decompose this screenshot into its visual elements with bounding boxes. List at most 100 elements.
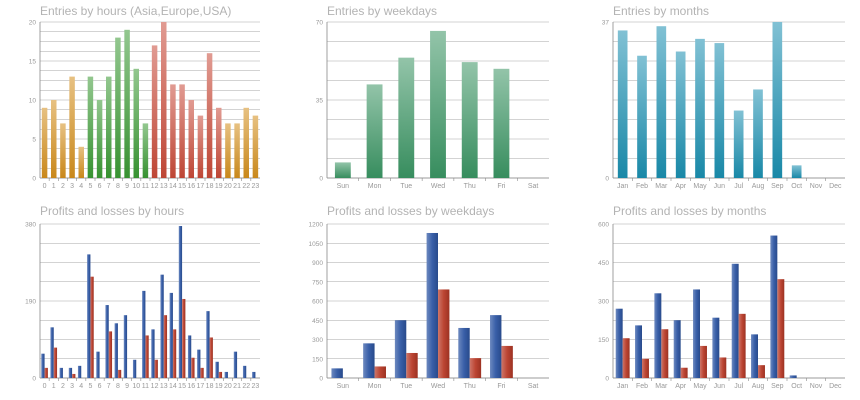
bar bbox=[197, 115, 204, 178]
losses-bar bbox=[758, 365, 765, 378]
chart-canvas: 0 35 70 Sun Mon Tue Wed Thu Fri Sat bbox=[316, 20, 549, 190]
chart-profits-losses-by-hours: Profits and losses by hours 0 190 380 0 1 2 3 4… bbox=[25, 204, 260, 396]
x-tick-label: 18 bbox=[206, 183, 214, 190]
y-tick-label: 0 bbox=[605, 376, 609, 383]
profits-bar bbox=[252, 371, 256, 378]
bar bbox=[617, 30, 628, 178]
bar bbox=[151, 45, 158, 179]
x-tick-label: 6 bbox=[98, 383, 102, 390]
y-tick-label: 70 bbox=[316, 20, 324, 27]
losses-bar bbox=[163, 315, 168, 378]
x-tick-label: Sep bbox=[771, 183, 784, 190]
losses-bar bbox=[72, 373, 76, 378]
y-tick-label: 15 bbox=[29, 59, 37, 66]
x-tick-label: 6 bbox=[98, 183, 102, 190]
bar bbox=[115, 37, 121, 178]
x-tick-label: Sun bbox=[337, 183, 350, 190]
profits-bar bbox=[215, 361, 219, 378]
chart-profits-losses-by-weekdays: Profits and losses by weekdays 0 150 300 45… bbox=[309, 204, 549, 396]
losses-bar bbox=[661, 329, 669, 378]
bar bbox=[430, 30, 446, 178]
bar bbox=[170, 84, 176, 178]
bar bbox=[60, 123, 66, 178]
profits-bar bbox=[731, 263, 739, 378]
x-tick-label: Sun bbox=[337, 383, 350, 390]
chart-title: Entries by months bbox=[613, 4, 710, 18]
bar bbox=[791, 165, 802, 178]
x-tick-label: Sat bbox=[528, 183, 539, 190]
bar bbox=[714, 43, 725, 178]
x-tick-label: 4 bbox=[79, 183, 83, 190]
profits-bar bbox=[197, 349, 201, 378]
x-tick-label: 5 bbox=[88, 383, 92, 390]
profits-bar bbox=[187, 335, 192, 378]
x-tick-label: Mar bbox=[655, 383, 668, 390]
profits-bar bbox=[68, 367, 73, 378]
y-tick-label: 0 bbox=[319, 376, 323, 383]
chart-profits-losses-by-months: Profits and losses by months 0 150 300 450 6… bbox=[598, 204, 845, 396]
losses-bar bbox=[501, 345, 513, 378]
losses-bar bbox=[622, 338, 630, 378]
y-tick-label: 0 bbox=[32, 176, 36, 183]
x-tick-label: 19 bbox=[215, 383, 223, 390]
x-tick-label: 7 bbox=[107, 383, 111, 390]
x-tick-label: Jul bbox=[734, 183, 743, 190]
chart-title: Entries by weekdays bbox=[327, 4, 438, 18]
bar bbox=[398, 57, 415, 178]
y-tick-label: 900 bbox=[312, 260, 323, 267]
profits-bar bbox=[142, 290, 146, 378]
profits-bar bbox=[77, 365, 82, 378]
chart-entries-by-months: Entries by months 0 37 Jan Feb Mar Apr May Jun J… bbox=[602, 4, 845, 194]
x-tick-label: 10 bbox=[132, 383, 140, 390]
y-tick-label: 37 bbox=[602, 20, 610, 27]
losses-bar bbox=[777, 279, 785, 378]
bar bbox=[41, 107, 48, 178]
x-tick-label: 18 bbox=[206, 383, 214, 390]
profits-bar bbox=[50, 327, 54, 378]
x-tick-label: 20 bbox=[224, 383, 232, 390]
chart-title: Profits and losses by hours bbox=[40, 204, 185, 218]
x-tick-label: 21 bbox=[233, 183, 241, 190]
x-tick-label: 2 bbox=[61, 383, 65, 390]
y-tick-label: 0 bbox=[32, 376, 36, 383]
y-tick-label: 450 bbox=[312, 318, 323, 325]
y-tick-label: 0 bbox=[605, 176, 609, 183]
x-tick-label: 19 bbox=[215, 183, 223, 190]
x-tick-label: Aug bbox=[752, 183, 765, 190]
profits-bar bbox=[87, 254, 91, 378]
x-tick-label: Mon bbox=[368, 383, 382, 390]
x-tick-label: 16 bbox=[187, 183, 195, 190]
x-tick-label: Feb bbox=[636, 183, 648, 190]
bar bbox=[252, 115, 259, 178]
profits-bar bbox=[331, 368, 343, 378]
x-tick-label: 0 bbox=[43, 183, 47, 190]
chart-entries-by-weekdays: Entries by weekdays 0 35 70 Sun Mon Tue Wed Thu… bbox=[316, 4, 549, 194]
losses-bar bbox=[108, 331, 113, 378]
x-tick-label: Feb bbox=[636, 383, 648, 390]
x-tick-label: 12 bbox=[151, 183, 159, 190]
bar bbox=[142, 123, 149, 178]
x-tick-label: Jun bbox=[714, 183, 725, 190]
x-tick-label: 10 bbox=[132, 183, 140, 190]
x-tick-label: Wed bbox=[431, 383, 445, 390]
losses-bar bbox=[406, 352, 418, 378]
x-tick-label: Oct bbox=[791, 383, 802, 390]
y-tick-label: 600 bbox=[312, 299, 323, 306]
bar bbox=[772, 22, 783, 178]
profits-bar bbox=[490, 315, 502, 378]
bar bbox=[461, 62, 478, 178]
bar bbox=[637, 55, 647, 178]
bar bbox=[179, 84, 185, 178]
losses-bar bbox=[53, 347, 58, 378]
x-tick-label: 1 bbox=[52, 383, 56, 390]
x-tick-label: 5 bbox=[88, 183, 92, 190]
losses-bar bbox=[209, 337, 213, 378]
x-tick-label: Dec bbox=[829, 383, 842, 390]
bar bbox=[216, 107, 222, 178]
y-tick-label: 150 bbox=[312, 356, 323, 363]
losses-bar bbox=[90, 276, 94, 378]
profits-bar bbox=[394, 320, 407, 378]
x-tick-label: 17 bbox=[197, 383, 205, 390]
x-tick-label: Jan bbox=[617, 183, 628, 190]
